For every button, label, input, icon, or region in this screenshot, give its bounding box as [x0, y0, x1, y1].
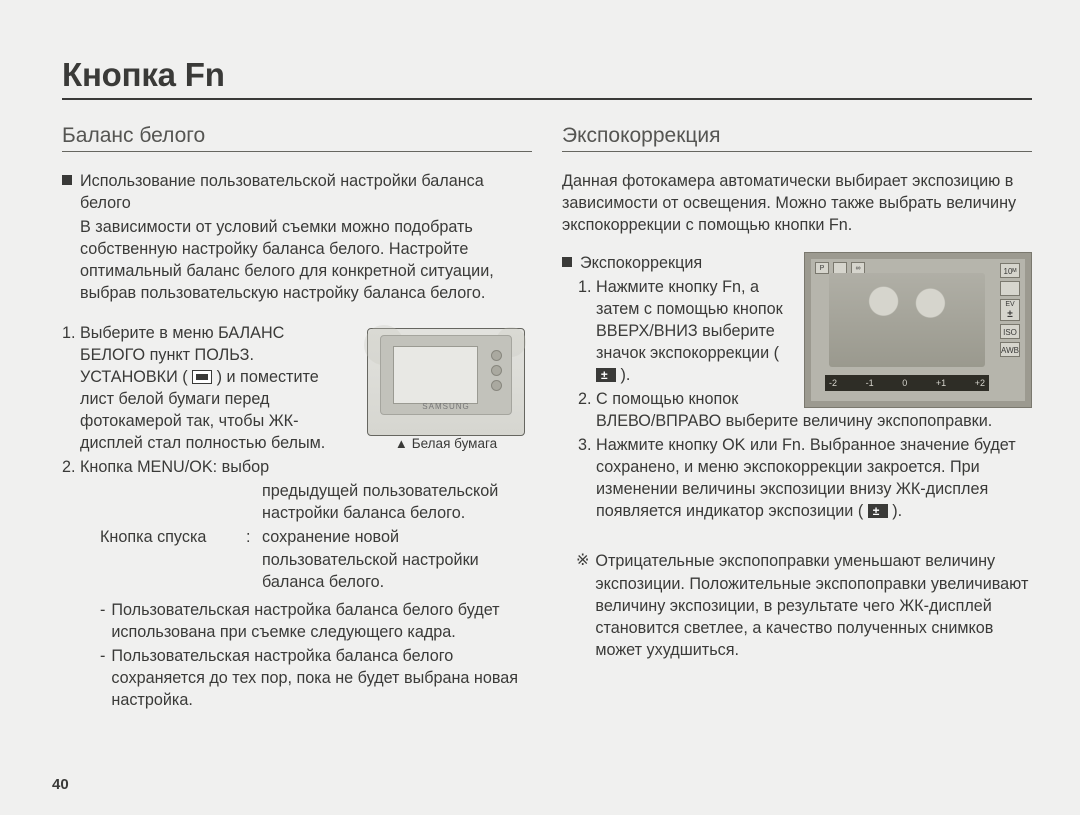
right-step-3: Нажмите кнопку OK или Fn. Выбранное знач…: [596, 434, 1032, 522]
two-column-layout: Баланс белого Использование пользователь…: [62, 124, 1032, 711]
note-text: Отрицательные экспопоправки уменьшают ве…: [595, 550, 1032, 660]
ev-tick: +2: [975, 378, 985, 388]
ev-tick: 0: [902, 378, 907, 388]
page-title: Кнопка Fn: [62, 56, 1032, 100]
right-step3-a: Нажмите кнопку OK или Fn. Выбранное знач…: [596, 436, 1016, 520]
lcd-ev-icon: EV ±: [1000, 299, 1020, 321]
note-block: ※ Отрицательные экспопоправки уменьшают …: [562, 550, 1032, 660]
dash-icon: -: [100, 645, 105, 711]
ev-tick: +1: [936, 378, 946, 388]
camera-caption: Белая бумага: [412, 436, 497, 451]
lcd-screenshot: P ∞ 10ᴹ EV ± ISO AWB -2 -1: [804, 252, 1032, 408]
right-column: Экспокоррекция Данная фотокамера автомат…: [562, 124, 1032, 711]
square-bullet-icon: [62, 175, 72, 185]
lcd-top-icon: P: [815, 262, 829, 274]
right-step1-a: Нажмите кнопку Fn, а затем с помощью кно…: [596, 278, 783, 362]
right-step3-b: ).: [892, 502, 902, 520]
camera-illustration-box: SAMSUNG ▲ Белая бумага: [360, 328, 532, 451]
left-step2-label: Кнопка MENU/OK: выбор: [80, 458, 269, 476]
shutter-desc: сохранение новой пользовательской настро…: [262, 526, 532, 592]
left-intro: В зависимости от условий съемки можно по…: [62, 216, 532, 304]
note-mark-icon: ※: [576, 550, 589, 660]
dash-item-2: - Пользовательская настройка баланса бел…: [100, 645, 532, 711]
ev-tick: -1: [866, 378, 874, 388]
left-bullet-title: Использование пользовательской настройки…: [80, 170, 532, 214]
camera-illustration: SAMSUNG: [367, 328, 525, 436]
shutter-label: Кнопка спуска: [100, 526, 240, 592]
ev-tick: -2: [829, 378, 837, 388]
right-bullet-title: Экспокоррекция: [580, 252, 702, 274]
right-heading: Экспокоррекция: [562, 124, 1032, 152]
lcd-side-icon: 10ᴹ: [1000, 263, 1020, 278]
left-column: Баланс белого Использование пользователь…: [62, 124, 532, 711]
left-step2-desc: предыдущей пользовательской настройки ба…: [62, 480, 532, 524]
ev-icon: [596, 368, 616, 382]
left-bullet-row: Использование пользовательской настройки…: [62, 170, 532, 214]
left-heading: Баланс белого: [62, 124, 532, 152]
lcd-side-icon: ISO: [1000, 324, 1020, 339]
ev-scale-bar: -2 -1 0 +1 +2: [825, 375, 989, 391]
right-intro: Данная фотокамера автоматически выбирает…: [562, 170, 1032, 236]
dash1-text: Пользовательская настройка баланса белог…: [111, 599, 532, 643]
lcd-photo-preview: [829, 273, 985, 367]
camera-brand-label: SAMSUNG: [381, 402, 511, 411]
dash2-text: Пользовательская настройка баланса белог…: [111, 645, 532, 711]
dash-icon: -: [100, 599, 105, 643]
left-step-2: Кнопка MENU/OK: выбор: [80, 456, 532, 478]
square-bullet-icon: [562, 257, 572, 267]
lcd-side-icon: [1000, 281, 1020, 296]
shutter-sep: :: [246, 526, 256, 592]
page-number: 40: [52, 776, 69, 793]
ev-icon: [868, 504, 888, 518]
right-step1-b: ).: [621, 366, 631, 384]
custom-wb-icon: [192, 370, 212, 384]
right-bullet-row: Экспокоррекция: [562, 252, 794, 274]
dash-item-1: - Пользовательская настройка баланса бел…: [100, 599, 532, 643]
lcd-side-icon: AWB: [1000, 342, 1020, 357]
up-arrow-icon: ▲: [395, 437, 408, 450]
